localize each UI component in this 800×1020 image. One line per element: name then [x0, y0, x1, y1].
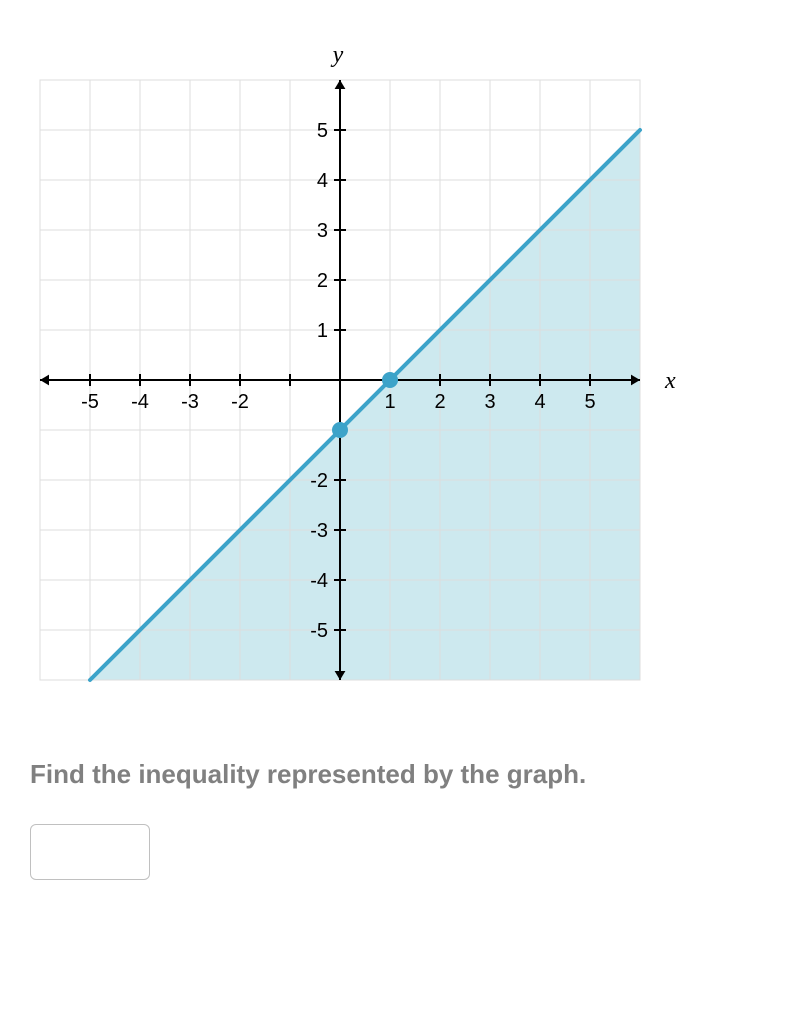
svg-text:5: 5 [584, 391, 595, 413]
svg-text:4: 4 [534, 391, 545, 413]
svg-text:-4: -4 [310, 570, 328, 592]
svg-text:-5: -5 [310, 620, 328, 642]
svg-text:y: y [331, 42, 344, 68]
question-prompt: Find the inequality represented by the g… [30, 755, 770, 794]
graph-svg: -5 -4 -3 -2 1 2 3 4 5 -5 -4 -3 -2 1 2 3 4 5 x y [30, 30, 730, 700]
svg-text:-5: -5 [81, 391, 99, 413]
svg-text:2: 2 [317, 270, 328, 292]
svg-text:3: 3 [317, 220, 328, 242]
svg-text:-3: -3 [310, 520, 328, 542]
inequality-graph: -5 -4 -3 -2 1 2 3 4 5 -5 -4 -3 -2 1 2 3 4 5 x y [30, 30, 770, 705]
svg-text:4: 4 [317, 170, 328, 192]
svg-text:x: x [664, 368, 676, 394]
svg-text:1: 1 [384, 391, 395, 413]
svg-text:-4: -4 [131, 391, 149, 413]
svg-text:3: 3 [484, 391, 495, 413]
svg-text:2: 2 [434, 391, 445, 413]
answer-input[interactable] [30, 824, 150, 880]
svg-text:1: 1 [317, 320, 328, 342]
svg-text:-3: -3 [181, 391, 199, 413]
svg-text:-2: -2 [231, 391, 249, 413]
svg-text:5: 5 [317, 120, 328, 142]
svg-text:-2: -2 [310, 470, 328, 492]
